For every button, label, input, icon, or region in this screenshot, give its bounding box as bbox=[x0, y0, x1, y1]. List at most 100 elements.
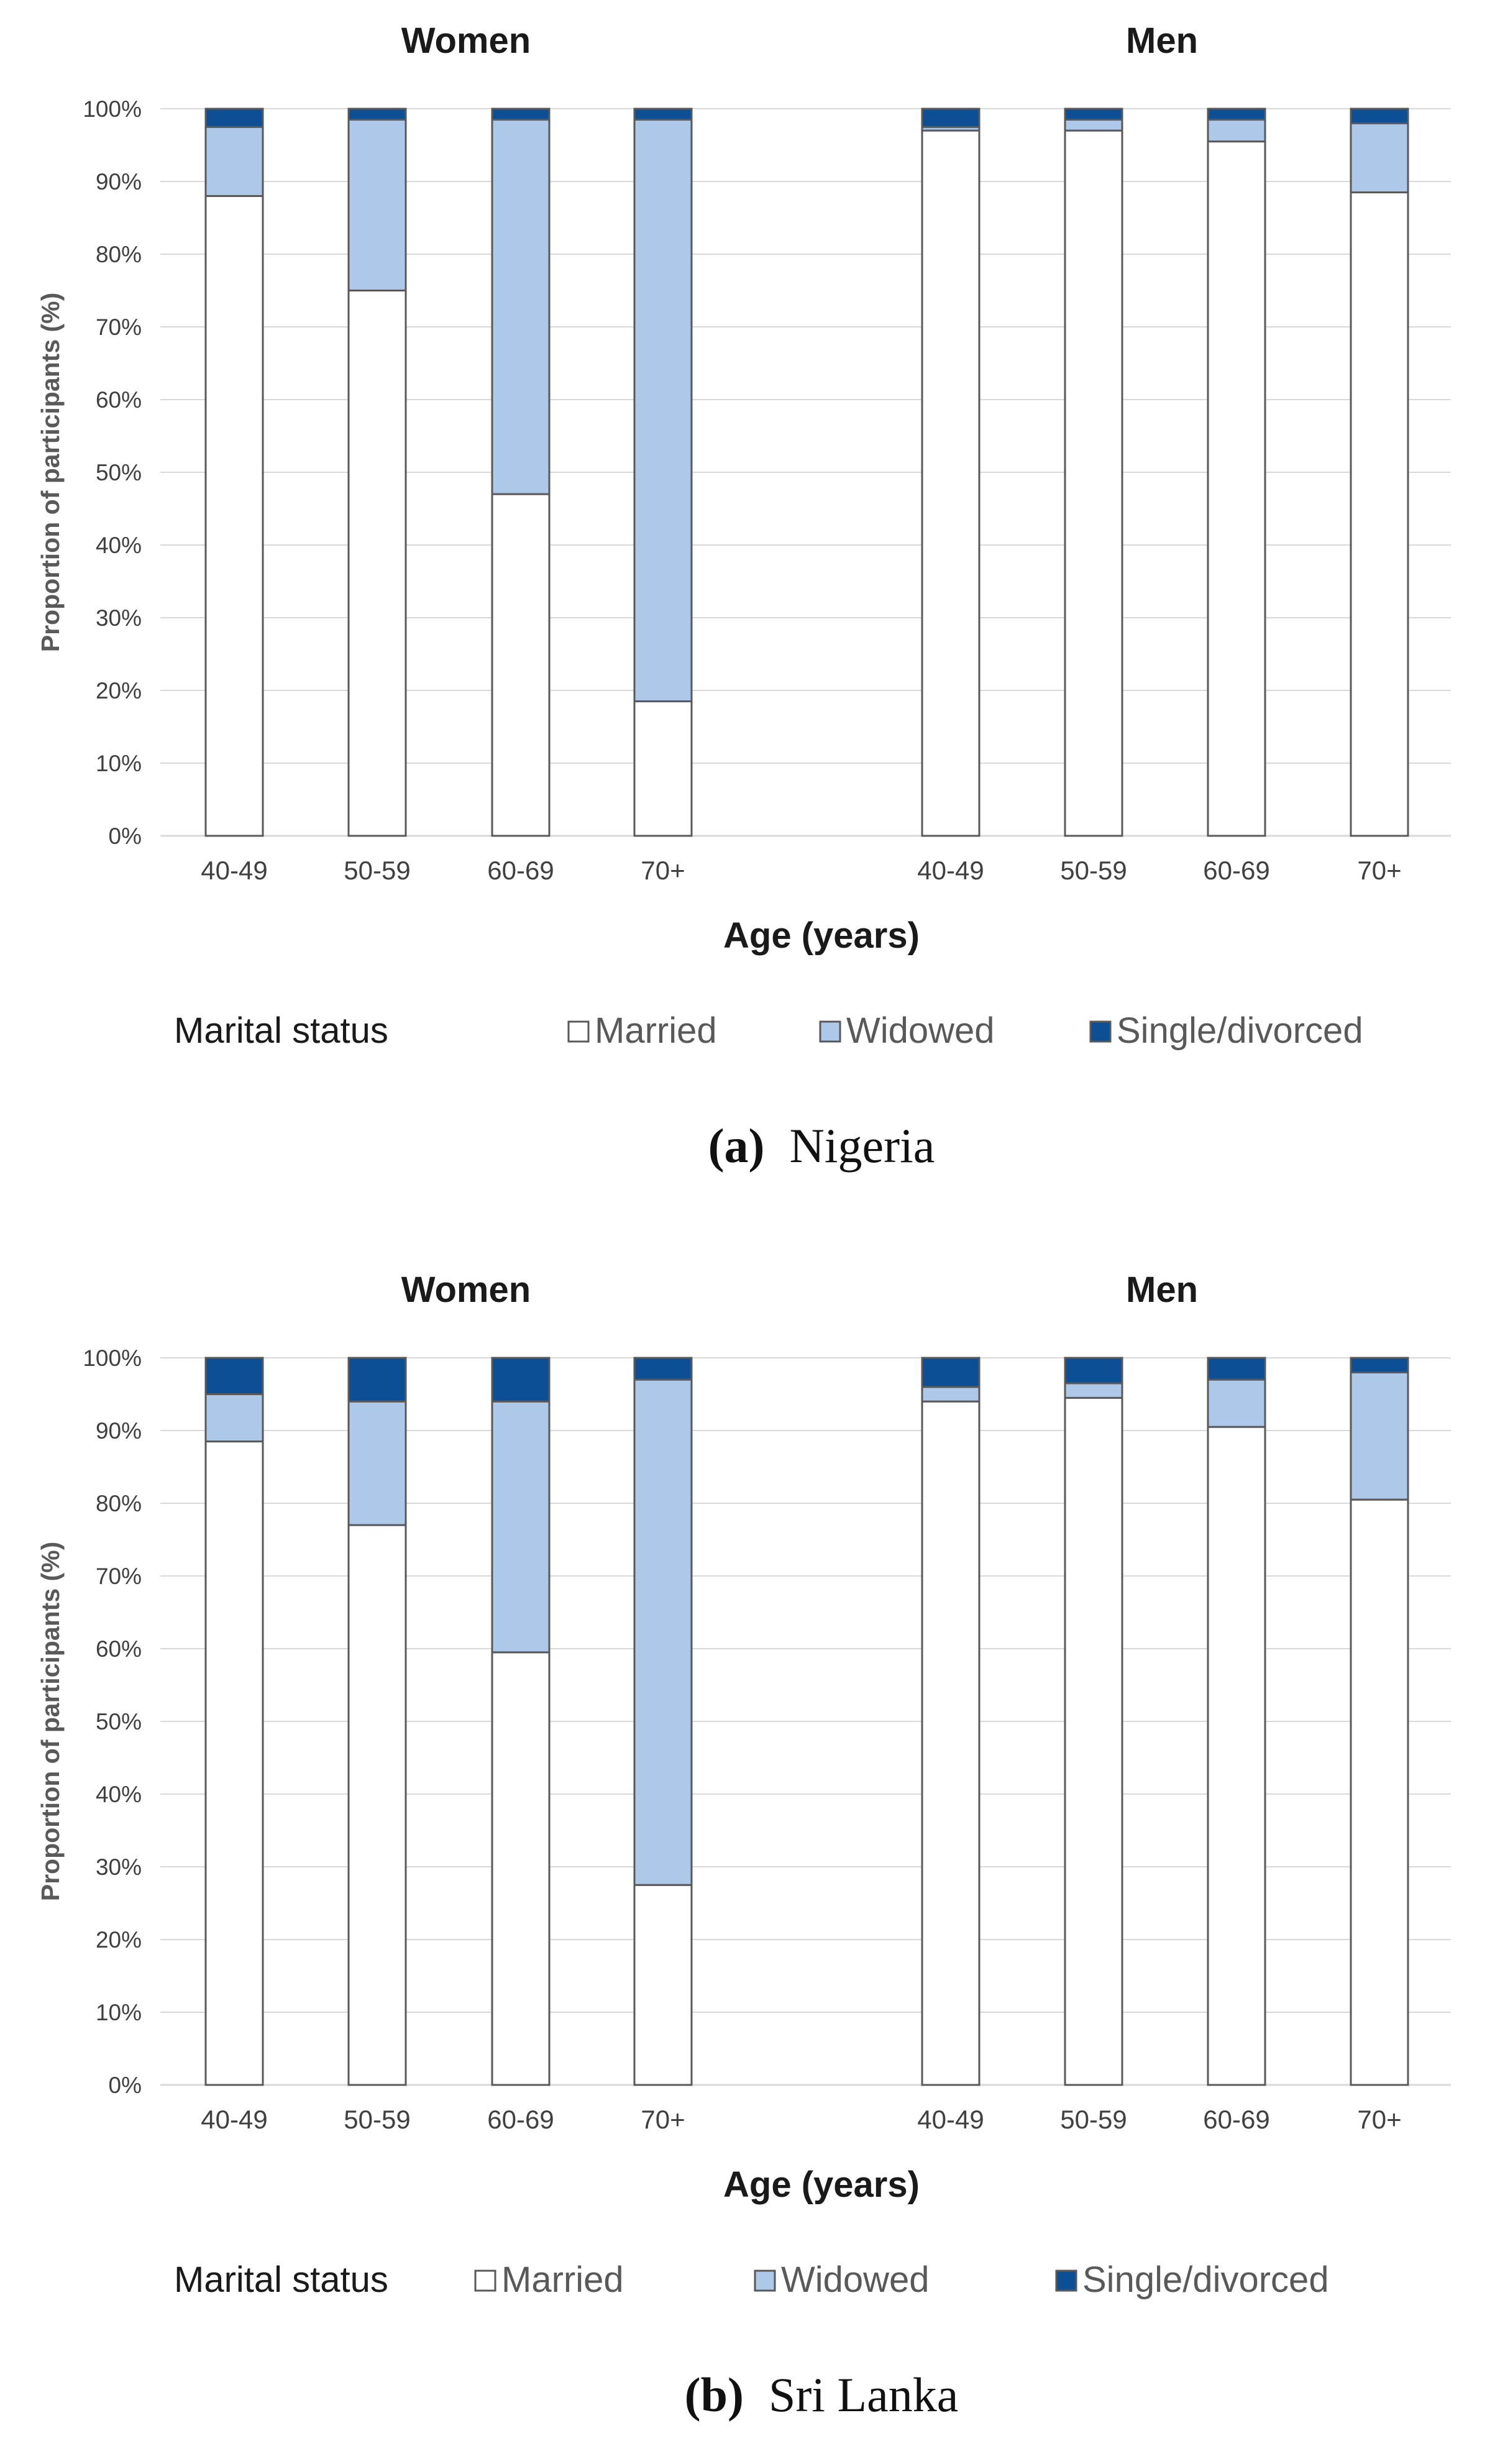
panel-a-legend-title: Marital status bbox=[174, 1010, 388, 1051]
panel-a-group-title-women: Women bbox=[401, 21, 531, 61]
panel-a-ytick-label: 20% bbox=[96, 678, 142, 703]
panel-a-ytick-label: 80% bbox=[96, 242, 142, 267]
panel-b-bar-men-40-49-single-divorced bbox=[921, 1357, 981, 1388]
panel-a-bar-men-40-49-married bbox=[921, 129, 981, 837]
panel-a-xtick-label: 70+ bbox=[641, 856, 685, 885]
panel-b-ytick-label: 60% bbox=[96, 1636, 142, 1662]
panel-b-bar-women-50-59-single-divorced bbox=[347, 1357, 407, 1403]
panel-b-x-axis-label: Age (years) bbox=[723, 2164, 920, 2205]
panel-a-legend-label-widowed: Widowed bbox=[846, 1010, 995, 1051]
panel-a-bar-women-40-49-widowed bbox=[204, 126, 264, 197]
panel-b-xtick-label: 50-59 bbox=[344, 2105, 410, 2134]
panel-a-xtick-label: 40-49 bbox=[201, 856, 267, 885]
panel-a-bar-women-60-69-single-divorced bbox=[491, 108, 551, 121]
panel-b-legend-swatch-single-divorced bbox=[1055, 2269, 1077, 2292]
panel-b-bar-women-60-69-married bbox=[491, 1651, 551, 2086]
panel-a-x-axis-label: Age (years) bbox=[723, 915, 920, 956]
panel-b-ytick-label: 0% bbox=[109, 2072, 142, 2098]
panel-a-legend-label-married: Married bbox=[595, 1010, 717, 1051]
panel-b-group-title-women: Women bbox=[401, 1270, 531, 1310]
panel-b-xtick-label: 40-49 bbox=[917, 2105, 984, 2134]
panel-a-bar-women-50-59-widowed bbox=[347, 119, 407, 292]
panel-b-ytick-label: 90% bbox=[96, 1418, 142, 1444]
panel-b-legend-swatch-widowed bbox=[754, 2269, 776, 2292]
panel-b-bar-men-50-59-single-divorced bbox=[1064, 1357, 1123, 1385]
panel-b-ytick-label: 40% bbox=[96, 1782, 142, 1807]
panel-b-ytick-label: 100% bbox=[83, 1345, 142, 1371]
panel-a-xtick-label: 50-59 bbox=[1060, 856, 1127, 885]
panel-a-bar-men-50-59-married bbox=[1064, 129, 1123, 837]
panel-a-ytick-label: 70% bbox=[96, 314, 142, 340]
panel-a-bar-men-50-59-widowed bbox=[1064, 119, 1123, 132]
panel-a-group-title-men: Men bbox=[1126, 21, 1198, 61]
panel-a-bar-women-40-49-single-divorced bbox=[204, 108, 264, 128]
panel-b-bar-women-50-59-widowed bbox=[347, 1400, 407, 1526]
panel-b-xtick-label: 40-49 bbox=[201, 2105, 267, 2134]
panel-a-bar-women-50-59-single-divorced bbox=[347, 108, 407, 121]
panel-b-bar-women-40-49-widowed bbox=[204, 1393, 264, 1443]
panel-a-legend-swatch-widowed bbox=[819, 1020, 841, 1043]
panel-b-bar-men-50-59-married bbox=[1064, 1396, 1123, 2086]
panel-a-bar-men-40-49-single-divorced bbox=[921, 108, 981, 128]
panel-b-bar-women-60-69-widowed bbox=[491, 1400, 551, 1654]
panel-b-xtick-label: 60-69 bbox=[1203, 2105, 1269, 2134]
panel-b-caption-country: Sri Lanka bbox=[769, 2368, 958, 2422]
panel-a-bar-men-60-69-single-divorced bbox=[1207, 108, 1266, 121]
panel-b-legend-title: Marital status bbox=[174, 2260, 388, 2300]
panel-a-ytick-label: 90% bbox=[96, 169, 142, 195]
panel-b-bar-women-70-married bbox=[633, 1884, 693, 2086]
panel-b-group-title-men: Men bbox=[1126, 1270, 1198, 1310]
panel-a-bar-women-60-69-widowed bbox=[491, 119, 551, 495]
panel-b-bar-men-60-69-single-divorced bbox=[1207, 1357, 1266, 1381]
panel-a-bar-women-50-59-married bbox=[347, 290, 407, 837]
panel-a-ytick-label: 10% bbox=[96, 751, 142, 776]
panel-b-bar-men-40-49-widowed bbox=[921, 1386, 981, 1403]
panel-b-bar-men-50-59-widowed bbox=[1064, 1382, 1123, 1399]
panel-a-caption: (a) Nigeria bbox=[708, 1119, 935, 1173]
panel-a-bar-women-60-69-married bbox=[491, 493, 551, 837]
panel-a-xtick-label: 70+ bbox=[1357, 856, 1401, 885]
panel-b-bar-women-70-widowed bbox=[633, 1378, 693, 1886]
panel-b-xtick-label: 50-59 bbox=[1060, 2105, 1127, 2134]
panel-a-xtick-label: 40-49 bbox=[917, 856, 984, 885]
panel-b-legend-label-widowed: Widowed bbox=[781, 2260, 930, 2300]
panel-a-ytick-label: 40% bbox=[96, 533, 142, 558]
panel-b-bar-men-60-69-widowed bbox=[1207, 1378, 1266, 1428]
panel-b-bar-men-70-widowed bbox=[1350, 1371, 1409, 1501]
panel-a-xtick-label: 60-69 bbox=[1203, 856, 1269, 885]
panel-a-ytick-label: 50% bbox=[96, 460, 142, 485]
panel-b-legend-label-married: Married bbox=[501, 2260, 624, 2300]
panel-a-legend-swatch-married bbox=[567, 1020, 590, 1043]
panel-a-legend-swatch-single-divorced bbox=[1089, 1020, 1112, 1043]
panel-b-bar-men-70-single-divorced bbox=[1350, 1357, 1409, 1373]
panel-a-caption-country: Nigeria bbox=[790, 1119, 935, 1173]
panel-a-bar-women-70-married bbox=[633, 700, 693, 837]
panel-b-xtick-label: 70+ bbox=[641, 2105, 685, 2134]
panel-a-bar-women-70-single-divorced bbox=[633, 108, 693, 121]
panel-a-legend-label-single-divorced: Single/divorced bbox=[1117, 1010, 1363, 1051]
panel-a-y-axis-label: Proportion of participants (%) bbox=[36, 293, 65, 653]
panel-b-bar-women-60-69-single-divorced bbox=[491, 1357, 551, 1403]
panel-b-ytick-label: 80% bbox=[96, 1491, 142, 1516]
panel-b-bar-women-40-49-married bbox=[204, 1440, 264, 2086]
panel-b-bar-men-40-49-married bbox=[921, 1400, 981, 2086]
panel-b-bar-women-70-single-divorced bbox=[633, 1357, 693, 1381]
panel-b-ytick-label: 30% bbox=[96, 1854, 142, 1880]
panel-a-bar-women-40-49-married bbox=[204, 195, 264, 837]
panel-b-caption-label: (b) bbox=[685, 2368, 744, 2422]
panel-b-bar-men-70-married bbox=[1350, 1498, 1409, 2086]
panel-a-ytick-label: 60% bbox=[96, 387, 142, 413]
panel-b-bar-men-60-69-married bbox=[1207, 1426, 1266, 2086]
panel-a-ytick-label: 0% bbox=[109, 823, 142, 849]
panel-a-ytick-label: 100% bbox=[83, 96, 142, 122]
panel-b-xtick-label: 60-69 bbox=[487, 2105, 554, 2134]
panel-b-xtick-label: 70+ bbox=[1357, 2105, 1401, 2134]
panel-b-ytick-label: 70% bbox=[96, 1564, 142, 1589]
panel-a-xtick-label: 50-59 bbox=[344, 856, 410, 885]
panel-b-caption: (b) Sri Lanka bbox=[685, 2368, 959, 2422]
panel-b-legend-label-single-divorced: Single/divorced bbox=[1082, 2260, 1329, 2300]
panel-a-ytick-label: 30% bbox=[96, 605, 142, 631]
panel-b-ytick-label: 50% bbox=[96, 1709, 142, 1734]
